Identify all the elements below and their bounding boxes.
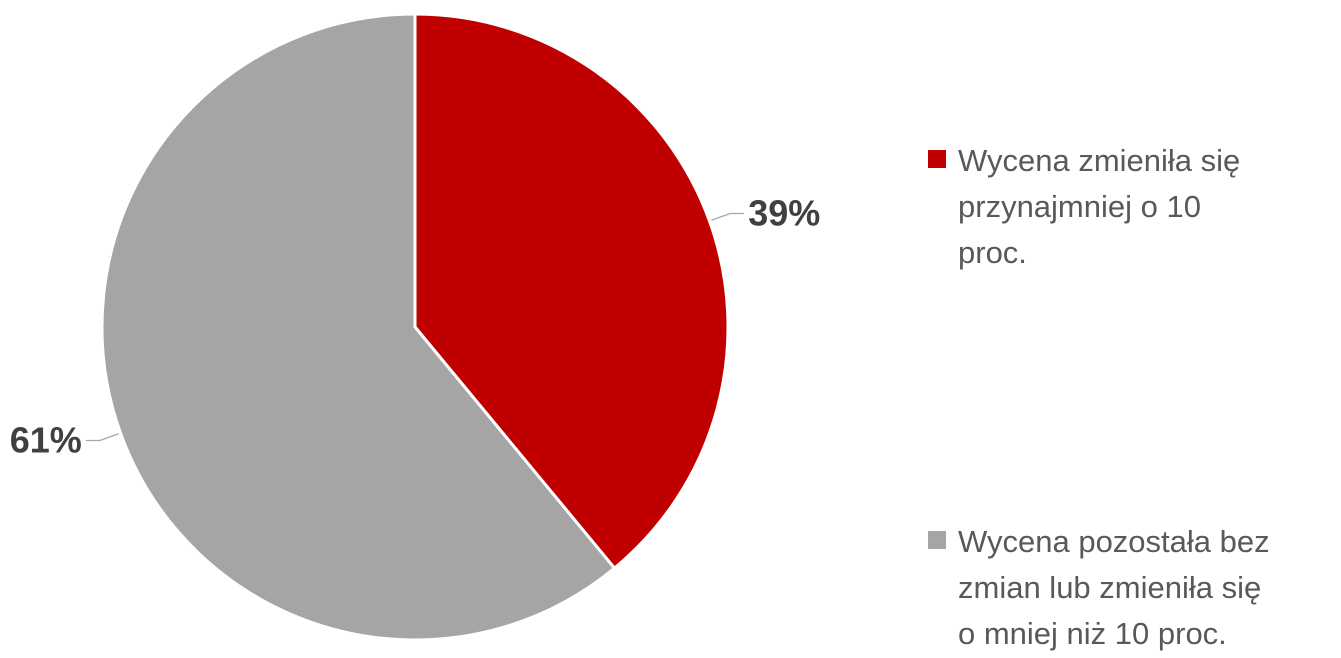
data-label-changed: 39% <box>748 193 820 234</box>
legend-item-unchanged: Wycena pozostała bez zmian lub zmieniła … <box>928 519 1318 657</box>
legend-item-changed: Wycena zmieniła się przynajmniej o 10 pr… <box>928 138 1318 276</box>
pie-slice-unchanged <box>100 12 617 642</box>
leader-line-changed <box>711 212 745 221</box>
pie-slice-changed <box>413 12 730 570</box>
legend-swatch-changed <box>928 150 946 168</box>
legend-label-changed: Wycena zmieniła się przynajmniej o 10 pr… <box>958 143 1241 270</box>
legend-swatch-unchanged <box>928 531 946 549</box>
legend-label-unchanged: Wycena pozostała bez zmian lub zmieniła … <box>958 524 1270 651</box>
leader-line-unchanged <box>85 433 119 442</box>
data-label-unchanged: 61% <box>10 419 82 460</box>
